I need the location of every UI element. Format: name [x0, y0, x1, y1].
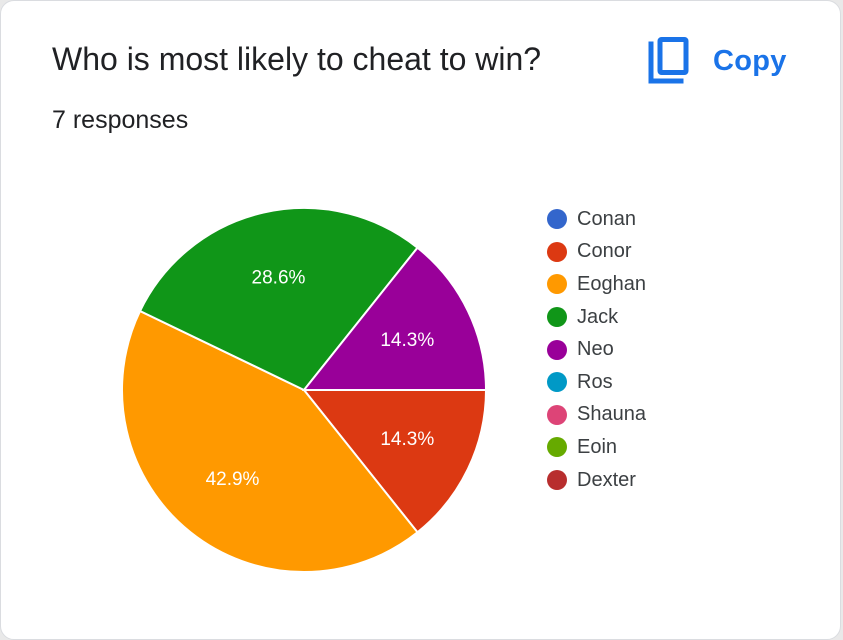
legend-label: Eoghan — [577, 272, 646, 295]
legend-item-eoghan[interactable]: Eoghan — [547, 268, 646, 301]
legend-item-jack[interactable]: Jack — [547, 301, 646, 334]
legend-swatch — [547, 470, 567, 491]
legend-label: Dexter — [577, 468, 636, 491]
legend-item-shauna[interactable]: Shauna — [547, 399, 646, 432]
legend-swatch — [547, 241, 567, 262]
legend-label: Jack — [577, 305, 619, 328]
legend-label: Shauna — [577, 403, 646, 426]
slice-label-conor: 14.3% — [380, 429, 434, 450]
legend-swatch — [547, 437, 567, 458]
legend-item-conor[interactable]: Conor — [547, 236, 646, 269]
legend-item-dexter[interactable]: Dexter — [547, 464, 646, 497]
legend-label: Conan — [577, 207, 636, 230]
question-title: Who is most likely to cheat to win? — [52, 41, 542, 77]
legend: Conan Conor Eoghan Jack Neo Ros Shauna Eoin Dext… — [547, 203, 646, 496]
legend-label: Neo — [577, 338, 614, 361]
legend-label: Eoin — [577, 435, 618, 458]
legend-label: Conor — [577, 240, 632, 263]
pie-slice-neo[interactable] — [301, 246, 488, 391]
legend-swatch — [547, 274, 567, 295]
slice-label-neo: 14.3% — [380, 330, 434, 351]
copy-label: Copy — [713, 44, 787, 77]
pie-slice-conor[interactable] — [301, 389, 488, 534]
copy-button[interactable]: Copy — [647, 35, 787, 87]
slice-label-jack: 28.6% — [252, 268, 306, 289]
legend-swatch — [547, 339, 567, 360]
legend-item-eoin[interactable]: Eoin — [547, 431, 646, 464]
legend-label: Ros — [577, 370, 613, 393]
pie-slice-jack[interactable] — [138, 207, 419, 392]
legend-swatch — [547, 307, 567, 328]
legend-item-conan[interactable]: Conan — [547, 203, 646, 236]
response-count: 7 responses — [52, 106, 189, 134]
copy-icon — [647, 37, 689, 85]
legend-item-ros[interactable]: Ros — [547, 366, 646, 399]
legend-swatch — [547, 209, 567, 230]
legend-swatch — [547, 404, 567, 425]
pie-slice-eoghan[interactable] — [121, 309, 419, 573]
slice-label-eoghan: 42.9% — [206, 469, 260, 490]
legend-swatch — [547, 372, 567, 393]
legend-item-neo[interactable]: Neo — [547, 333, 646, 366]
